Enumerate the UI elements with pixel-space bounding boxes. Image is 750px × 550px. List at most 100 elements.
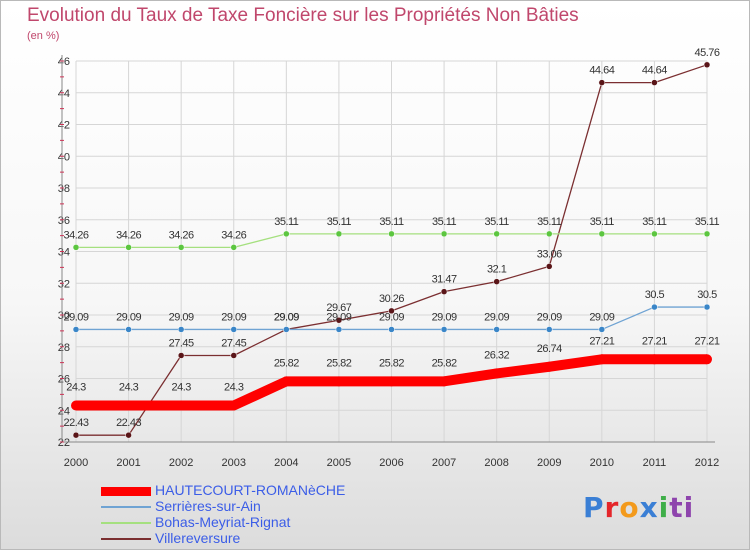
legend-label: HAUTECOURT-ROMANèCHE: [155, 482, 346, 498]
x-tick-label: 2010: [590, 457, 614, 469]
data-label: 27.21: [694, 335, 719, 347]
data-point: [125, 431, 132, 439]
data-label: 29.09: [432, 311, 457, 323]
data-label: 29.09: [274, 311, 299, 323]
x-tick-label: 2000: [64, 457, 88, 469]
legend-item: Bohas-Meyriat-Rignat: [101, 514, 401, 531]
line-chart: 22 24 26 28 30 32 34 36 38 40 42 44 46 2000 2001 2002 20…: [58, 47, 721, 469]
data-label: 22.43: [63, 417, 88, 429]
data-point: [703, 230, 711, 238]
x-tick-label: 2011: [643, 457, 667, 469]
data-label: 24.3: [119, 381, 139, 393]
data-point: [386, 376, 397, 387]
data-point: [440, 326, 448, 333]
x-tick-label: 2004: [274, 457, 298, 469]
data-point: [281, 376, 292, 387]
data-label: 29.09: [537, 311, 562, 323]
data-point: [598, 79, 606, 86]
data-label: 31.47: [432, 274, 457, 286]
data-label: 26.32: [484, 349, 509, 361]
data-point: [598, 326, 606, 333]
data-label: 34.26: [169, 229, 194, 241]
data-point: [546, 263, 553, 270]
chart-title: Evolution du Taux de Taxe Foncière sur l…: [27, 5, 579, 26]
data-point: [546, 326, 553, 333]
data-point: [598, 230, 606, 238]
data-point: [440, 230, 448, 238]
data-label: 30.26: [379, 293, 404, 305]
x-tick-label: 2002: [169, 457, 193, 469]
data-point: [702, 354, 712, 365]
data-point: [703, 61, 711, 69]
data-point: [125, 244, 132, 251]
data-label: 24.3: [66, 381, 86, 393]
y-tick-label: 26: [58, 374, 70, 386]
x-tick-label: 2006: [379, 457, 403, 469]
data-label: 29.09: [484, 311, 509, 323]
data-label: 35.11: [537, 216, 562, 228]
data-point: [177, 244, 185, 251]
data-label: 35.11: [485, 216, 510, 228]
data-label: 35.11: [432, 216, 457, 228]
data-point: [439, 376, 450, 387]
data-label: 32.1: [487, 264, 507, 276]
data-point: [493, 230, 500, 238]
data-label: 22.43: [116, 417, 141, 429]
x-tick-label: 2003: [222, 457, 246, 469]
data-label: 45.76: [694, 47, 719, 59]
legend-label: Serrières-sur-Ain: [155, 498, 261, 514]
data-label: 35.11: [590, 216, 615, 228]
legend-item: Serrières-sur-Ain: [101, 498, 401, 515]
legend-swatch: [101, 522, 151, 524]
data-label: 29.09: [589, 311, 614, 323]
data-point: [230, 244, 237, 251]
data-point: [544, 361, 555, 372]
data-label: 35.11: [695, 216, 720, 228]
data-point: [546, 230, 553, 238]
y-tick-label: 42: [58, 120, 70, 132]
data-label: 29.09: [221, 311, 246, 323]
legend-label: Bohas-Meyriat-Rignat: [155, 514, 291, 530]
data-label: 44.64: [642, 65, 667, 77]
data-label: 25.82: [379, 357, 404, 369]
data-label: 35.11: [327, 216, 352, 228]
data-point: [72, 431, 80, 439]
legend-item: Villereversure: [101, 530, 401, 547]
data-point: [335, 326, 343, 333]
data-point: [72, 244, 80, 251]
y-tick-label: 32: [58, 278, 70, 290]
data-point: [335, 230, 343, 238]
data-point: [651, 79, 658, 86]
x-tick-label: 2008: [484, 457, 508, 469]
data-label: 24.3: [224, 381, 244, 393]
proxiti-logo: Proxiti: [583, 491, 695, 524]
data-label: 29.09: [326, 311, 351, 323]
data-label: 25.82: [326, 357, 351, 369]
data-point: [335, 316, 343, 324]
data-point: [596, 354, 607, 365]
legend-swatch: [101, 538, 151, 540]
data-point: [123, 400, 134, 411]
data-label: 29.09: [274, 311, 299, 323]
data-label: 33.06: [537, 248, 562, 260]
y-tick-label: 28: [58, 342, 70, 354]
data-label: 29.09: [63, 311, 88, 323]
data-label: 30.5: [697, 289, 717, 301]
data-label: 27.21: [642, 335, 667, 347]
data-label: 44.64: [589, 65, 614, 77]
legend-swatch: [101, 506, 151, 508]
data-point: [651, 230, 658, 238]
data-label: 27.45: [221, 337, 246, 349]
data-label: 25.82: [274, 357, 299, 369]
data-label: 29.09: [169, 311, 194, 323]
y-tick-label: 38: [58, 183, 70, 195]
data-point: [177, 352, 185, 359]
data-label: 27.45: [169, 337, 194, 349]
data-label: 34.26: [63, 229, 88, 241]
data-point: [491, 368, 502, 379]
x-tick-label: 2005: [327, 457, 351, 469]
data-point: [228, 400, 239, 411]
data-point: [230, 326, 237, 333]
y-tick-label: 34: [58, 247, 70, 259]
